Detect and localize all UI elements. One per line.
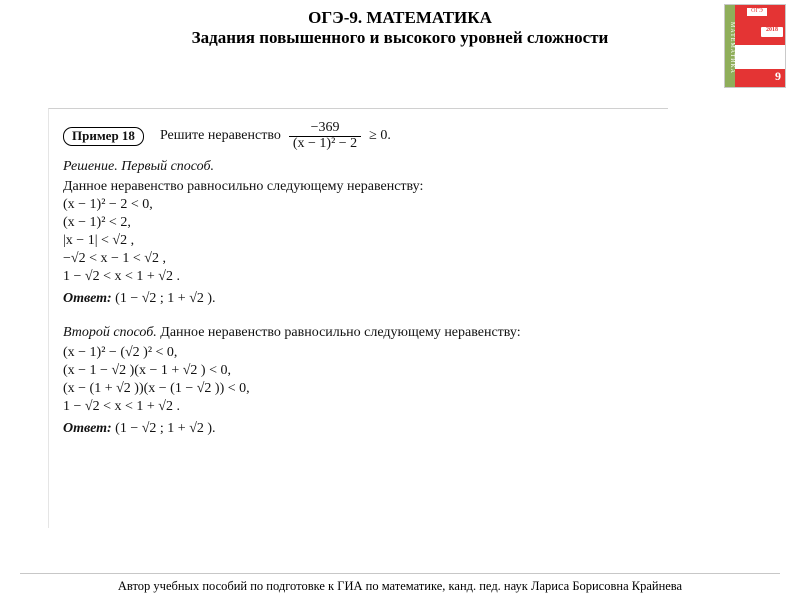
m2-line: (x − (1 + √2 ))(x − (1 − √2 )) < 0, — [63, 381, 654, 397]
solution-heading: Решение. Первый способ. — [63, 159, 654, 175]
slide-body: Пример 18 Решите неравенство −369 (x − 1… — [48, 108, 668, 528]
example-label: Пример 18 — [63, 127, 144, 146]
method2-heading: Второй способ. — [63, 325, 157, 340]
answer-row-1: Ответ: (1 − √2 ; 1 + √2 ). — [63, 291, 654, 307]
answer2-value: (1 − √2 ; 1 + √2 ). — [115, 421, 215, 436]
m2-line: (x − 1 − √2 )(x − 1 + √2 ) < 0, — [63, 363, 654, 379]
answer-label: Ответ: — [63, 291, 112, 306]
m2-line: 1 − √2 < x < 1 + √2 . — [63, 399, 654, 415]
method2-intro: Данное неравенство равносильно следующем… — [160, 325, 520, 340]
answer-row-2: Ответ: (1 − √2 ; 1 + √2 ). — [63, 421, 654, 437]
header-subtitle: Задания повышенного и высокого уровней с… — [20, 28, 780, 48]
m1-line: 1 − √2 < x < 1 + √2 . — [63, 269, 654, 285]
book-year: 2018 — [761, 27, 783, 37]
answer-label: Ответ: — [63, 421, 112, 436]
fraction-num: −369 — [289, 121, 361, 136]
m2-line: (x − 1)² − (√2 )² < 0, — [63, 345, 654, 361]
book-mid — [735, 45, 785, 63]
book-spine: МАТЕМАТИКА — [725, 5, 735, 87]
equiv-text: Данное неравенство равносильно следующем… — [63, 179, 654, 195]
method2-row: Второй способ. Данное неравенство равнос… — [63, 325, 654, 341]
footer-divider — [20, 573, 780, 574]
m1-line: −√2 < x − 1 < √2 , — [63, 251, 654, 267]
answer-value: (1 − √2 ; 1 + √2 ). — [115, 291, 215, 306]
example-prompt: Пример 18 Решите неравенство −369 (x − 1… — [63, 121, 654, 151]
book-grade: 9 — [735, 69, 785, 87]
book-cover: МАТЕМАТИКА ОГЭ 2018 9 — [724, 4, 786, 88]
fraction: −369 (x − 1)² − 2 — [289, 121, 361, 151]
footer-text: Автор учебных пособий по подготовке к ГИ… — [0, 579, 800, 594]
prompt-after: ≥ 0. — [369, 128, 391, 144]
book-top: ОГЭ 2018 — [735, 5, 785, 45]
m1-line: (x − 1)² − 2 < 0, — [63, 197, 654, 213]
book-tag: ОГЭ — [747, 8, 767, 16]
m1-line: (x − 1)² < 2, — [63, 215, 654, 231]
slide-header: ОГЭ-9. МАТЕМАТИКА Задания повышенного и … — [0, 0, 800, 60]
fraction-den: (x − 1)² − 2 — [289, 136, 361, 152]
header-title: ОГЭ-9. МАТЕМАТИКА — [20, 8, 780, 28]
m1-line: |x − 1| < √2 , — [63, 233, 654, 249]
prompt-before: Решите неравенство — [160, 128, 281, 144]
